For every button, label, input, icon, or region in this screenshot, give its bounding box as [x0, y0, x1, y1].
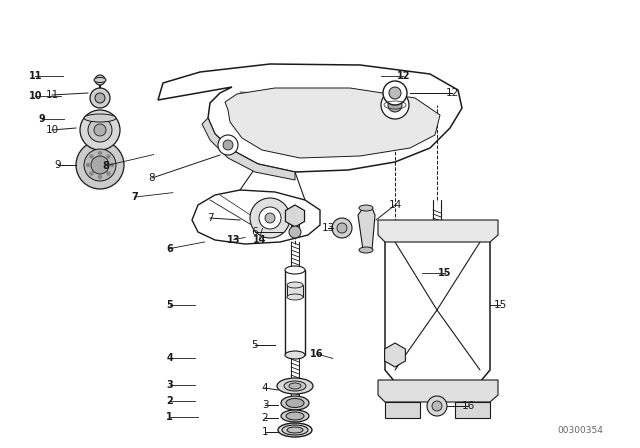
Ellipse shape [281, 396, 309, 410]
Circle shape [84, 149, 116, 181]
Text: 12: 12 [445, 88, 459, 98]
Polygon shape [192, 190, 320, 244]
Circle shape [289, 226, 301, 238]
Text: 11: 11 [45, 90, 59, 100]
Circle shape [98, 175, 102, 179]
Text: 10: 10 [45, 125, 59, 135]
Polygon shape [202, 118, 295, 180]
Text: 13: 13 [321, 223, 335, 233]
Ellipse shape [84, 114, 116, 122]
Bar [287, 285, 303, 297]
Circle shape [250, 198, 290, 238]
Polygon shape [378, 380, 498, 402]
Circle shape [94, 124, 106, 136]
Circle shape [98, 151, 102, 155]
Circle shape [95, 93, 105, 103]
Ellipse shape [359, 205, 373, 211]
Circle shape [218, 135, 238, 155]
Text: 12: 12 [396, 71, 410, 81]
Polygon shape [225, 88, 440, 158]
Text: 4: 4 [166, 353, 173, 363]
Ellipse shape [284, 381, 306, 391]
Circle shape [265, 213, 275, 223]
Ellipse shape [282, 425, 308, 435]
Ellipse shape [277, 378, 313, 394]
Text: 7: 7 [131, 192, 138, 202]
Circle shape [389, 87, 401, 99]
Text: 11: 11 [28, 71, 42, 81]
Polygon shape [378, 220, 498, 242]
Text: 1: 1 [262, 427, 268, 437]
Text: 10: 10 [28, 91, 42, 101]
Text: 4: 4 [262, 383, 268, 393]
Ellipse shape [286, 412, 304, 420]
Text: 3: 3 [262, 400, 268, 410]
Text: 16: 16 [310, 349, 324, 359]
Text: 9: 9 [54, 160, 61, 170]
Text: 14: 14 [388, 200, 402, 210]
Circle shape [332, 218, 352, 238]
Circle shape [90, 172, 93, 176]
Circle shape [106, 155, 111, 159]
Ellipse shape [94, 78, 106, 82]
Text: 7: 7 [207, 213, 213, 223]
Text: 9: 9 [38, 114, 45, 124]
Circle shape [388, 98, 402, 112]
Ellipse shape [287, 427, 303, 433]
Ellipse shape [289, 383, 301, 389]
Text: 15: 15 [493, 300, 507, 310]
Text: 14: 14 [252, 235, 266, 245]
Polygon shape [285, 205, 305, 227]
Text: 6: 6 [166, 244, 173, 254]
Circle shape [110, 163, 114, 167]
Ellipse shape [286, 399, 304, 408]
Circle shape [106, 172, 111, 176]
Circle shape [91, 156, 109, 174]
Circle shape [259, 207, 281, 229]
Text: 2: 2 [166, 396, 173, 406]
Ellipse shape [287, 294, 303, 300]
Circle shape [223, 140, 233, 150]
Polygon shape [158, 64, 462, 172]
Bar [455, 402, 490, 418]
Polygon shape [385, 225, 490, 382]
Text: 1: 1 [166, 412, 173, 422]
Text: 15: 15 [438, 268, 452, 278]
Circle shape [90, 88, 110, 108]
Text: 13: 13 [227, 235, 241, 245]
Bar [285, 270, 305, 355]
Polygon shape [385, 343, 405, 367]
Ellipse shape [285, 351, 305, 359]
Text: 00300354: 00300354 [557, 426, 603, 435]
Text: 5: 5 [166, 300, 173, 310]
Ellipse shape [359, 247, 373, 253]
Text: 8: 8 [102, 161, 109, 171]
Text: 6: 6 [252, 227, 259, 237]
Circle shape [381, 91, 409, 119]
Text: 5: 5 [252, 340, 259, 350]
Circle shape [95, 75, 105, 85]
Circle shape [432, 401, 442, 411]
Ellipse shape [287, 282, 303, 288]
Text: 2: 2 [262, 413, 268, 423]
Circle shape [80, 110, 120, 150]
Ellipse shape [281, 410, 309, 422]
Circle shape [427, 396, 447, 416]
Ellipse shape [278, 423, 312, 437]
Text: 16: 16 [461, 401, 475, 411]
Circle shape [90, 155, 93, 159]
Circle shape [88, 118, 112, 142]
Bar [385, 402, 420, 418]
Circle shape [76, 141, 124, 189]
Text: 3: 3 [166, 380, 173, 390]
Text: 8: 8 [148, 173, 156, 183]
Circle shape [383, 81, 407, 105]
Polygon shape [358, 208, 375, 250]
Ellipse shape [285, 266, 305, 274]
Circle shape [86, 163, 90, 167]
Circle shape [337, 223, 347, 233]
